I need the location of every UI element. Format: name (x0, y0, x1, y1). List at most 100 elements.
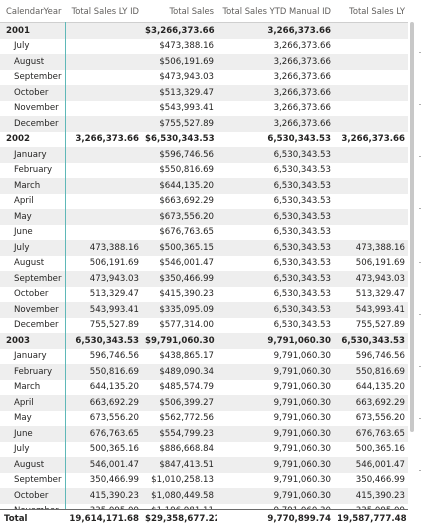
cell-calendar-year: October (0, 289, 65, 299)
cell-total-sales-ly: 550,816.69 (334, 367, 408, 377)
cell-calendar-year: December (0, 119, 65, 129)
edge-marker (419, 366, 421, 367)
cell-total-sales: $485,574.79 (142, 382, 217, 392)
cell-calendar-year: October (0, 491, 65, 501)
month-row: October $513,329.47 3,266,373.66 (0, 85, 408, 101)
cell-total-sales-ytd-manual-id: 6,530,343.53 (217, 165, 334, 175)
month-row: August 546,001.47 $847,413.51 9,791,060.30 5… (0, 457, 408, 473)
cell-total-sales: $577,314.00 (142, 320, 217, 330)
cell-total-sales: $554,799.23 (142, 429, 217, 439)
cell-total-sales-ly-id: 506,191.69 (65, 258, 142, 268)
cell-total-sales-ly: 500,365.16 (334, 444, 408, 454)
cell-total-sales: $350,466.99 (142, 274, 217, 284)
edge-marker (419, 156, 421, 157)
visual-edge-markers (418, 22, 423, 508)
month-row: August 506,191.69 $546,001.47 6,530,343.53 5… (0, 256, 408, 272)
cell-total-sales-ly-id: 644,135.20 (65, 382, 142, 392)
year-row[interactable]: 2001 $3,266,373.66 3,266,373.66 (0, 23, 408, 39)
edge-marker (419, 470, 421, 471)
cell-total-sales-ytd-manual-id: 3,266,373.66 (217, 103, 334, 113)
month-row: November 543,993.41 $335,095.09 6,530,343.5… (0, 302, 408, 318)
column-header-total-sales[interactable]: Total Sales (142, 6, 217, 16)
month-row: April $663,692.29 6,530,343.53 (0, 194, 408, 210)
cell-total-sales: $676,763.65 (142, 227, 217, 237)
cell-total-sales-ytd-manual-id: 6,530,343.53 (217, 305, 334, 315)
column-header-calendar-year[interactable]: CalendarYear (0, 6, 65, 16)
cell-total-sales-ytd-manual-id: 6,530,343.53 (217, 134, 334, 144)
month-row: December 755,527.89 $577,314.00 6,530,343.5… (0, 318, 408, 334)
cell-total-sales: $663,692.29 (142, 196, 217, 206)
column-header-total-sales-ly-id[interactable]: Total Sales LY ID (65, 6, 142, 16)
month-row: March $644,135.20 6,530,343.53 (0, 178, 408, 194)
cell-total-sales-ytd-manual-id: 3,266,373.66 (217, 26, 334, 36)
edge-marker (419, 52, 421, 53)
cell-total-sales-ytd-manual-id: 3,266,373.66 (217, 88, 334, 98)
cell-total-sales-ly-id: 3,266,373.66 (65, 134, 142, 144)
column-header-total-sales-ytd-manual-id[interactable]: Total Sales YTD Manual ID (217, 6, 334, 16)
cell-total-sales-ly: 546,001.47 (334, 460, 408, 470)
cell-calendar-year: April (0, 398, 65, 408)
cell-total-sales: $644,135.20 (142, 181, 217, 191)
cell-total-sales: $506,399.27 (142, 398, 217, 408)
cell-calendar-year: December (0, 320, 65, 330)
cell-calendar-year: 2002 (0, 134, 65, 144)
scrollbar-thumb[interactable] (410, 22, 414, 432)
total-calendar-year: Total (0, 514, 65, 524)
cell-total-sales: $1,010,258.13 (142, 475, 217, 485)
year-row[interactable]: 2003 6,530,343.53 $9,791,060.30 9,791,060.3… (0, 333, 408, 349)
month-row: October 513,329.47 $415,390.23 6,530,343.53… (0, 287, 408, 303)
cell-total-sales-ytd-manual-id: 9,791,060.30 (217, 429, 334, 439)
cell-calendar-year: June (0, 429, 65, 439)
cell-calendar-year: September (0, 274, 65, 284)
cell-total-sales-ly-id: 473,388.16 (65, 243, 142, 253)
cell-total-sales-ytd-manual-id: 3,266,373.66 (217, 41, 334, 51)
cell-total-sales: $550,816.69 (142, 165, 217, 175)
cell-total-sales-ly: 6,530,343.53 (334, 336, 408, 346)
cell-total-sales-ly: 506,191.69 (334, 258, 408, 268)
cell-total-sales-ly: 350,466.99 (334, 475, 408, 485)
year-row[interactable]: 2002 3,266,373.66 $6,530,343.53 6,530,343.5… (0, 132, 408, 148)
total-total-sales-ly-id: 19,614,171.68 (65, 514, 142, 524)
cell-total-sales-ly-id: 663,692.29 (65, 398, 142, 408)
cell-total-sales: $500,365.15 (142, 243, 217, 253)
total-row: Total 19,614,171.68 $29,358,677.22 9,770,89… (0, 509, 408, 527)
month-row: May 673,556.20 $562,772.56 9,791,060.30 673,… (0, 411, 408, 427)
month-row: September 473,943.03 $350,466.99 6,530,343.… (0, 271, 408, 287)
cell-total-sales-ytd-manual-id: 9,791,060.30 (217, 491, 334, 501)
cell-total-sales-ytd-manual-id: 6,530,343.53 (217, 320, 334, 330)
cell-calendar-year: October (0, 88, 65, 98)
month-row: March 644,135.20 $485,574.79 9,791,060.30 64… (0, 380, 408, 396)
month-row: July 473,388.16 $500,365.15 6,530,343.53 473… (0, 240, 408, 256)
cell-total-sales-ytd-manual-id: 3,266,373.66 (217, 119, 334, 129)
cell-total-sales-ytd-manual-id: 6,530,343.53 (217, 212, 334, 222)
column-header-row: CalendarYear Total Sales LY ID Total Sales… (0, 0, 408, 23)
cell-total-sales-ly-id: 755,527.89 (65, 320, 142, 330)
cell-total-sales-ytd-manual-id: 9,791,060.30 (217, 444, 334, 454)
cell-calendar-year: March (0, 382, 65, 392)
cell-calendar-year: July (0, 444, 65, 454)
cell-total-sales-ytd-manual-id: 9,791,060.30 (217, 382, 334, 392)
cell-total-sales: $335,095.09 (142, 305, 217, 315)
column-header-total-sales-ly[interactable]: Total Sales LY (334, 6, 408, 16)
month-row: June $676,763.65 6,530,343.53 (0, 225, 408, 241)
cell-calendar-year: August (0, 57, 65, 67)
cell-total-sales: $3,266,373.66 (142, 26, 217, 36)
cell-total-sales: $562,772.56 (142, 413, 217, 423)
cell-total-sales-ytd-manual-id: 6,530,343.53 (217, 227, 334, 237)
cell-calendar-year: February (0, 367, 65, 377)
cell-total-sales-ytd-manual-id: 3,266,373.66 (217, 57, 334, 67)
cell-calendar-year: January (0, 150, 65, 160)
cell-total-sales: $513,329.47 (142, 88, 217, 98)
cell-total-sales-ytd-manual-id: 9,791,060.30 (217, 351, 334, 361)
cell-total-sales-ytd-manual-id: 6,530,343.53 (217, 181, 334, 191)
cell-total-sales-ly: 473,943.03 (334, 274, 408, 284)
month-row: April 663,692.29 $506,399.27 9,791,060.30 66… (0, 395, 408, 411)
total-total-sales-ytd-manual-id: 9,770,899.74 (217, 514, 334, 524)
cell-total-sales-ytd-manual-id: 6,530,343.53 (217, 258, 334, 268)
cell-total-sales: $546,001.47 (142, 258, 217, 268)
cell-calendar-year: January (0, 351, 65, 361)
month-row: February $550,816.69 6,530,343.53 (0, 163, 408, 179)
vertical-scrollbar[interactable] (410, 22, 414, 508)
cell-calendar-year: September (0, 72, 65, 82)
